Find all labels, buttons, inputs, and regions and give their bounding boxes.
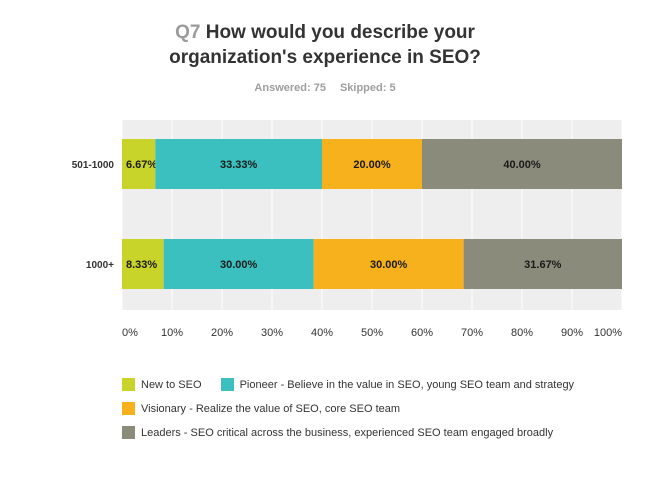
title-line-2: organization's experience in SEO?: [169, 47, 481, 68]
legend-row-1: New to SEO Pioneer - Believe in the valu…: [122, 378, 590, 402]
x-tick-label: 80%: [511, 327, 533, 339]
bar-segment: [155, 139, 322, 189]
legend-item-new-to-seo: New to SEO: [122, 378, 202, 391]
data-label: 31.67%: [524, 259, 562, 271]
legend-swatch-leaders: [122, 426, 135, 439]
x-tick-label: 60%: [411, 327, 433, 339]
title-text-1: How would you describe your: [205, 22, 475, 43]
legend-item-visionary: Visionary - Realize the value of SEO, co…: [122, 402, 400, 415]
legend-row-3: Leaders - SEO critical across the busine…: [122, 426, 590, 450]
x-tick-label: 50%: [361, 327, 383, 339]
chart-title: Q7 How would you describe your organizat…: [0, 20, 650, 70]
category-label: 1000+: [86, 260, 114, 271]
bar-segment: [322, 139, 422, 189]
data-label: 6.67%: [126, 159, 157, 171]
x-tick-label: 70%: [461, 327, 483, 339]
legend-swatch-visionary: [122, 402, 135, 415]
data-label: 30.00%: [220, 259, 258, 271]
x-tick-label: 40%: [311, 327, 333, 339]
bar-segment: [313, 239, 464, 289]
x-tick-label: 10%: [161, 327, 183, 339]
x-tick-label: 30%: [261, 327, 283, 339]
legend-swatch-new-to-seo: [122, 378, 135, 391]
legend-swatch-pioneer: [220, 378, 234, 391]
category-label: 501-1000: [72, 160, 115, 171]
skipped-count: Skipped: 5: [339, 82, 396, 94]
legend-label-pioneer: Pioneer - Believe in the value in SEO, y…: [239, 379, 575, 391]
bar-segment: [122, 239, 164, 289]
legend-label-leaders: Leaders - SEO critical across the busine…: [141, 427, 554, 439]
title-line-1: Q7 How would you describe your: [0, 20, 650, 45]
x-tick-label: 90%: [561, 327, 583, 339]
bar-segment: [163, 239, 314, 289]
legend-label-new-to-seo: New to SEO: [141, 379, 202, 391]
legend-item-pioneer: Pioneer - Believe in the value in SEO, y…: [220, 378, 575, 391]
question-number: Q7: [175, 22, 201, 43]
x-tick-label: 20%: [211, 327, 233, 339]
data-label: 33.33%: [220, 159, 258, 171]
legend-label-visionary: Visionary - Realize the value of SEO, co…: [141, 403, 401, 415]
data-label: 30.00%: [370, 259, 408, 271]
data-label: 8.33%: [126, 259, 157, 271]
bar-segment: [463, 239, 622, 289]
bar-segment: [422, 139, 622, 189]
legend-row-2: Visionary - Realize the value of SEO, co…: [122, 402, 590, 426]
bar-segment: [122, 139, 156, 189]
x-tick-label: 100%: [594, 327, 622, 339]
legend-item-leaders: Leaders - SEO critical across the busine…: [122, 426, 553, 439]
response-stats: Answered: 75 Skipped: 5: [0, 82, 650, 94]
data-label: 40.00%: [503, 159, 541, 171]
x-tick-label: 0%: [122, 327, 138, 339]
chart-legend: New to SEO Pioneer - Believe in the valu…: [122, 378, 590, 450]
data-label: 20.00%: [353, 159, 391, 171]
answered-count: Answered: 75: [254, 82, 326, 94]
